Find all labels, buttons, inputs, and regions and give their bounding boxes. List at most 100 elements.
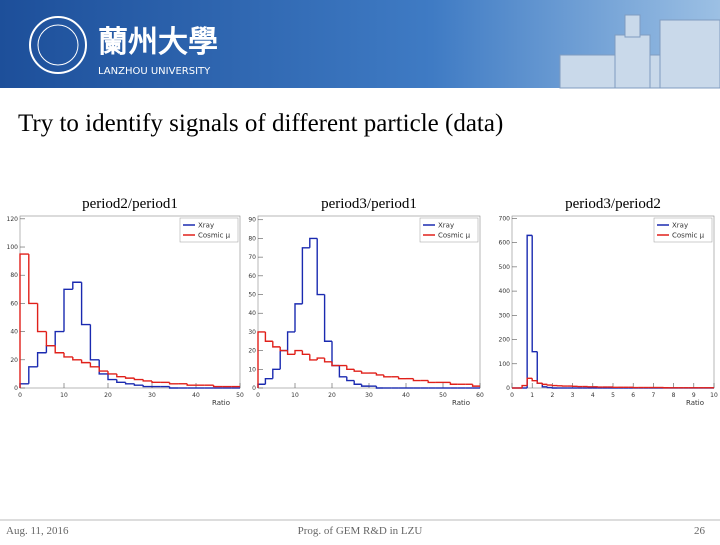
y-tick-label: 60 — [248, 273, 256, 280]
histogram-bin — [126, 377, 135, 378]
histogram-bin — [170, 382, 179, 383]
x-tick-label: 9 — [692, 392, 696, 399]
histogram-bin — [450, 382, 457, 384]
histogram-bin — [126, 382, 135, 383]
y-tick-label: 600 — [499, 240, 511, 247]
histogram-bin — [317, 238, 324, 294]
y-tick-label: 20 — [248, 348, 256, 355]
y-tick-label: 300 — [499, 312, 511, 319]
histogram-bin — [108, 371, 117, 374]
histogram-bin — [90, 325, 99, 360]
x-tick-label: 50 — [236, 392, 244, 399]
university-name-cn: 蘭州大學 — [98, 25, 218, 60]
histogram-bin — [399, 377, 406, 379]
histogram-bin — [55, 346, 64, 353]
histogram-bin — [214, 385, 223, 386]
histogram-bin — [413, 379, 420, 381]
histogram-bin — [384, 375, 391, 377]
x-tick-label: 8 — [672, 392, 676, 399]
x-tick-label: 10 — [60, 392, 68, 399]
y-tick-label: 70 — [248, 254, 256, 261]
histogram-bin — [64, 289, 73, 331]
legend-label: Cosmic μ — [672, 232, 705, 240]
y-tick-label: 100 — [7, 244, 19, 251]
histogram-bin — [295, 304, 302, 332]
histogram-bin — [46, 332, 55, 346]
x-tick-label: 0 — [18, 392, 22, 399]
histogram-bin — [317, 358, 324, 360]
histogram-bin — [20, 384, 29, 388]
y-tick-label: 400 — [499, 288, 511, 295]
histogram-bin — [29, 367, 38, 384]
y-tick-label: 50 — [248, 292, 256, 299]
legend-label: Cosmic μ — [198, 232, 231, 240]
x-tick-label: 6 — [631, 392, 635, 399]
legend-label: Xray — [672, 222, 688, 230]
histogram-bin — [354, 369, 361, 371]
x-tick-label: 30 — [365, 392, 373, 399]
histogram-bin — [20, 254, 29, 388]
y-tick-label: 80 — [10, 272, 18, 279]
x-tick-label: 40 — [402, 392, 410, 399]
chart-title: period3/period1 — [321, 196, 417, 212]
histogram-bin — [295, 351, 302, 355]
x-tick-label: 7 — [651, 392, 655, 399]
histogram-bin — [134, 384, 143, 385]
footer-date: Aug. 11, 2016 — [6, 525, 69, 537]
y-tick-label: 40 — [248, 310, 256, 317]
x-axis-label: Ratio — [686, 399, 704, 407]
x-tick-label: 10 — [291, 392, 299, 399]
x-tick-label: 3 — [571, 392, 575, 399]
histogram-bin — [537, 381, 542, 383]
histogram-bin — [527, 378, 532, 385]
y-tick-label: 30 — [248, 329, 256, 336]
histogram-bin — [265, 379, 272, 385]
x-tick-label: 50 — [439, 392, 447, 399]
x-tick-label: 60 — [476, 392, 484, 399]
histogram-bin — [258, 332, 265, 388]
x-tick-label: 0 — [510, 392, 514, 399]
y-tick-label: 60 — [10, 300, 18, 307]
histogram-bin — [152, 381, 161, 382]
y-tick-label: 20 — [10, 357, 18, 364]
histogram-bin — [55, 332, 64, 346]
x-tick-label: 40 — [192, 392, 200, 399]
y-tick-label: 120 — [7, 216, 19, 223]
histogram-bin — [258, 384, 265, 388]
y-tick-label: 0 — [14, 385, 18, 392]
x-tick-label: 2 — [550, 392, 554, 399]
histogram-bin — [542, 383, 547, 384]
histogram-bin — [376, 373, 383, 375]
x-axis-label: Ratio — [452, 399, 470, 407]
x-tick-label: 30 — [148, 392, 156, 399]
legend-label: Xray — [438, 222, 454, 230]
histogram-bin — [302, 351, 309, 355]
footer-topic: Prog. of GEM R&D in LZU — [298, 525, 423, 537]
y-tick-label: 100 — [499, 361, 511, 368]
histogram-bin — [362, 371, 369, 373]
chart-title: period2/period1 — [82, 196, 178, 212]
histogram-bin — [302, 248, 309, 304]
histogram-bin — [187, 384, 196, 385]
histogram-bin — [273, 341, 280, 347]
histogram-bin — [527, 235, 532, 388]
histogram-bin — [90, 363, 99, 367]
histogram-bin — [170, 387, 179, 388]
histogram-bin — [537, 352, 542, 383]
histogram-bin — [143, 380, 152, 381]
histogram-bin — [288, 351, 295, 355]
x-tick-label: 20 — [104, 392, 112, 399]
histogram-bin — [273, 369, 280, 378]
histogram-bin — [143, 385, 152, 386]
histogram-bin — [38, 303, 47, 331]
x-tick-label: 10 — [710, 392, 718, 399]
histogram-bin — [108, 374, 117, 380]
histogram-bin — [46, 346, 55, 353]
histogram-bin — [280, 347, 287, 351]
histogram-bin — [362, 384, 369, 386]
histogram-bin — [99, 360, 108, 374]
histogram-bin — [347, 366, 354, 370]
x-tick-label: 0 — [256, 392, 260, 399]
histogram-bin — [117, 374, 126, 377]
